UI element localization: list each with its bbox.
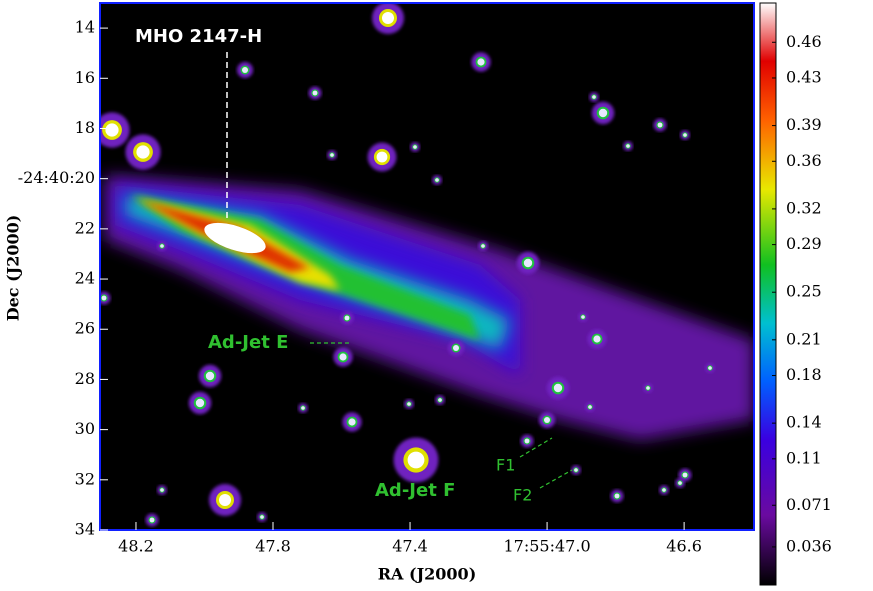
- star-core: [592, 95, 596, 99]
- colorbar-tick-label: 0.39: [786, 115, 822, 134]
- x-tick-label: 17:55:47.0: [504, 537, 591, 556]
- colorbar: [759, 2, 777, 586]
- x-tick-label: 48.2: [118, 537, 154, 556]
- x-tick-label: 47.4: [392, 537, 428, 556]
- star-core: [136, 145, 150, 159]
- y-tick-label: 34: [75, 520, 95, 539]
- star-core: [588, 405, 592, 409]
- star-core: [435, 178, 439, 182]
- star-core: [344, 315, 350, 321]
- star-core: [453, 345, 459, 351]
- star-core: [574, 468, 578, 472]
- star-core: [195, 398, 205, 408]
- image: [100, 3, 754, 530]
- colorbar-tick-label: 0.32: [786, 198, 822, 217]
- colorbar-tick-label: 0.36: [786, 151, 822, 170]
- annotation: Ad-Jet E: [208, 332, 288, 353]
- star-core: [149, 517, 155, 523]
- colorbar-tick-label: 0.036: [786, 536, 832, 555]
- y-tick-label: 14: [75, 18, 95, 37]
- star-core: [301, 406, 305, 410]
- star-core: [160, 244, 164, 248]
- colorbar-tick-label: 0.46: [786, 32, 822, 51]
- star-core: [376, 151, 388, 163]
- y-tick-label: 16: [75, 68, 95, 87]
- annotation: MHO 2147-H: [135, 26, 262, 47]
- star-core: [407, 402, 411, 406]
- colorbar-tick-label: 0.18: [786, 365, 822, 384]
- star-core: [646, 386, 650, 390]
- y-tick-label: 30: [75, 419, 95, 438]
- star-core: [413, 145, 417, 149]
- star-core: [708, 366, 712, 370]
- star-core: [678, 481, 682, 485]
- colorbar-tick-label: 0.25: [786, 282, 822, 301]
- y-axis-label: Dec (J2000): [4, 215, 23, 322]
- star-core: [438, 398, 442, 402]
- colorbar-tick-label: 0.071: [786, 495, 832, 514]
- star-core: [242, 67, 248, 73]
- colorbar-tick-label: 0.14: [786, 413, 822, 432]
- star-core: [481, 244, 485, 248]
- star-core: [593, 335, 601, 343]
- star-core: [657, 122, 663, 128]
- arrow: [519, 437, 553, 458]
- x-tick-label: 46.6: [666, 537, 702, 556]
- y-tick-label: 26: [75, 319, 95, 338]
- star-core: [683, 133, 687, 137]
- star-core: [626, 144, 630, 148]
- jet-core: [204, 222, 266, 254]
- star-core: [205, 371, 215, 381]
- plot-frame: [99, 2, 755, 531]
- colorbar-tick-label: 0.11: [786, 448, 822, 467]
- y-tick-label: 18: [75, 118, 95, 137]
- x-tick-label: 47.8: [255, 537, 291, 556]
- star-core: [662, 488, 666, 492]
- star-core: [682, 472, 688, 478]
- annotation: F1: [496, 456, 515, 475]
- y-tick-label: 28: [75, 369, 95, 388]
- star-core: [553, 383, 563, 393]
- colorbar-tick-label: 0.21: [786, 329, 822, 348]
- stars: [100, 3, 715, 527]
- star-core: [598, 108, 608, 118]
- star-core: [614, 493, 620, 499]
- star-core: [260, 515, 264, 519]
- star-core: [382, 12, 394, 24]
- star-core: [105, 123, 119, 137]
- star-core: [160, 488, 164, 492]
- star-core: [312, 90, 318, 96]
- star-core: [348, 418, 356, 426]
- annotation: Ad-Jet F: [375, 480, 455, 501]
- y-tick-label: -24:40:20: [18, 168, 95, 187]
- star-core: [477, 58, 485, 66]
- star-core: [544, 417, 550, 423]
- y-tick-label: 24: [75, 269, 95, 288]
- star-core: [219, 494, 231, 506]
- star-core: [339, 353, 347, 361]
- star-core: [330, 153, 334, 157]
- star-core: [523, 258, 533, 268]
- colorbar-tick-label: 0.43: [786, 67, 822, 86]
- x-axis-label: RA (J2000): [378, 565, 477, 584]
- y-tick-label: 32: [75, 469, 95, 488]
- star-core: [524, 438, 530, 444]
- arrow: [539, 469, 573, 489]
- annotation: F2: [513, 486, 532, 505]
- star-core: [407, 451, 425, 469]
- star-core: [101, 295, 107, 301]
- colorbar-tick-label: 0.29: [786, 234, 822, 253]
- star-core: [581, 315, 585, 319]
- y-tick-label: 22: [75, 218, 95, 237]
